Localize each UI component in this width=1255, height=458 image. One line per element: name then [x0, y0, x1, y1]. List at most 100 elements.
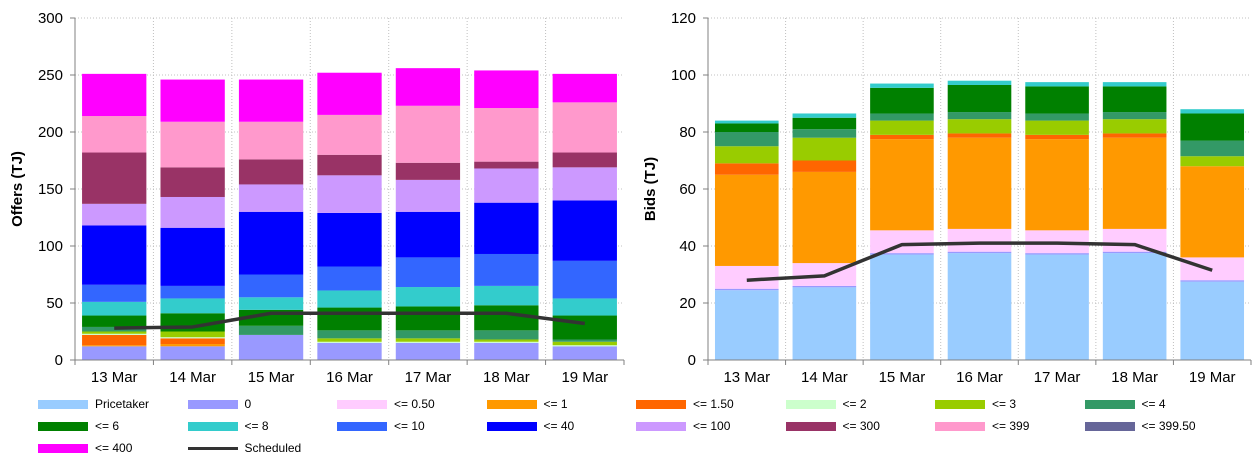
legend-swatch	[187, 422, 238, 431]
legend-swatch	[38, 422, 88, 431]
bar-segment	[317, 342, 382, 360]
bar-segment	[395, 330, 461, 339]
y-tick-label: 300	[38, 10, 63, 27]
bar-segment	[160, 298, 225, 314]
x-tick-label: 17 Mar	[1034, 369, 1081, 386]
legend-label: 0	[244, 397, 252, 411]
legend-label: <= 40	[543, 419, 575, 433]
legend-line-swatch	[187, 447, 238, 450]
bar-segment	[552, 152, 617, 168]
bar-segment	[395, 211, 461, 258]
legend-swatch	[486, 422, 537, 431]
legend-label: Scheduled	[244, 441, 302, 455]
bar-segment	[792, 171, 857, 264]
bar-segment	[317, 114, 382, 155]
bar-segment	[1025, 82, 1089, 87]
y-tick-label: 250	[38, 67, 63, 84]
legend-swatch	[935, 400, 985, 409]
bar-segment	[552, 341, 617, 346]
bar-segment	[870, 120, 934, 135]
legend-swatch	[636, 422, 686, 431]
bar-segment	[317, 72, 382, 115]
bar-segment	[1102, 119, 1167, 134]
legend-swatch	[785, 422, 836, 431]
bar-segment	[870, 134, 934, 140]
x-tick-label: 18 Mar	[1111, 369, 1158, 386]
bar-segment	[1025, 113, 1089, 121]
y-tick-label: 60	[679, 181, 696, 198]
legend-label: <= 4	[1141, 397, 1166, 411]
legend-label: <= 399	[992, 419, 1030, 433]
bar-segment	[1025, 86, 1089, 114]
bar-segment	[238, 325, 304, 335]
bar-segment	[870, 254, 934, 360]
bar-segment	[160, 285, 225, 299]
bar-segment	[82, 203, 147, 226]
bar-segment	[947, 84, 1012, 113]
scheduled-line	[114, 311, 586, 330]
bar-segment	[317, 266, 382, 291]
bar-segment	[947, 133, 1012, 138]
legend-swatch	[38, 400, 88, 409]
bar-segment	[474, 161, 539, 169]
bar-segment	[238, 79, 304, 122]
bar-segment	[160, 337, 225, 339]
bar-segment	[82, 301, 147, 316]
bar-segment	[82, 326, 147, 332]
bar-segment	[552, 345, 617, 347]
legend-label: <= 2	[842, 397, 867, 411]
legend-swatch	[187, 400, 238, 409]
legend-label: <= 1.50	[693, 397, 734, 411]
legend-label: <= 399.50	[1141, 419, 1196, 433]
legend-label: <= 8	[244, 419, 269, 433]
bar-segment	[1025, 253, 1089, 255]
x-tick-label: 16 Mar	[956, 369, 1003, 386]
bar-segment	[947, 253, 1012, 360]
bar-segment	[238, 334, 304, 360]
bar-segment	[947, 112, 1012, 120]
bar-segment	[1102, 253, 1167, 360]
legend-label: <= 10	[394, 419, 425, 433]
legend-label: <= 3	[992, 397, 1017, 411]
bar-segment	[1102, 133, 1167, 138]
bar-segment	[317, 212, 382, 267]
bar-segment	[1180, 281, 1245, 360]
bar-segment	[317, 290, 382, 308]
bar-segment	[552, 298, 617, 316]
bar-segment	[238, 121, 304, 160]
bar-segment	[552, 339, 617, 342]
bar-segment	[160, 346, 225, 360]
bar-segment	[474, 285, 539, 306]
bar-segment	[160, 167, 225, 197]
bar-segment	[714, 174, 779, 266]
bar-segment	[870, 230, 934, 254]
legend-swatch	[337, 422, 387, 431]
bar-segment	[474, 253, 539, 286]
bar-segment	[947, 119, 1012, 134]
x-tick-label: 14 Mar	[169, 369, 216, 386]
bar-segment	[160, 338, 225, 345]
x-tick-label: 19 Mar	[1189, 369, 1236, 386]
chart-bids: 0 20 40 60 80 100 120 13 Mar 14 Mar 15 Mar 16 Mar 1…	[642, 10, 1252, 386]
bar-segment	[792, 137, 857, 161]
bar-segment	[317, 341, 382, 343]
bar-segment	[1180, 166, 1245, 258]
bar-segment	[160, 196, 225, 228]
legend-swatch	[1084, 422, 1135, 431]
legend-swatch	[636, 400, 686, 409]
bar-segment	[474, 342, 539, 360]
legend: Pricetaker 0 <= 0.50 <= 1 <= 1.50 <= 2 <= 3 <= …	[38, 396, 1248, 455]
bar-segment	[714, 163, 779, 175]
bar-segment	[395, 257, 461, 288]
bar-segment	[1102, 137, 1167, 229]
bar-segment	[474, 339, 539, 342]
legend-label: <= 100	[693, 419, 731, 433]
bar-segment	[1025, 139, 1089, 231]
bar-segment	[160, 331, 225, 338]
bar-segment	[474, 108, 539, 162]
bar-segment	[395, 68, 461, 106]
bar-segment	[1180, 140, 1245, 157]
legend-label: Pricetaker	[95, 397, 150, 411]
bar-segment	[474, 341, 539, 343]
